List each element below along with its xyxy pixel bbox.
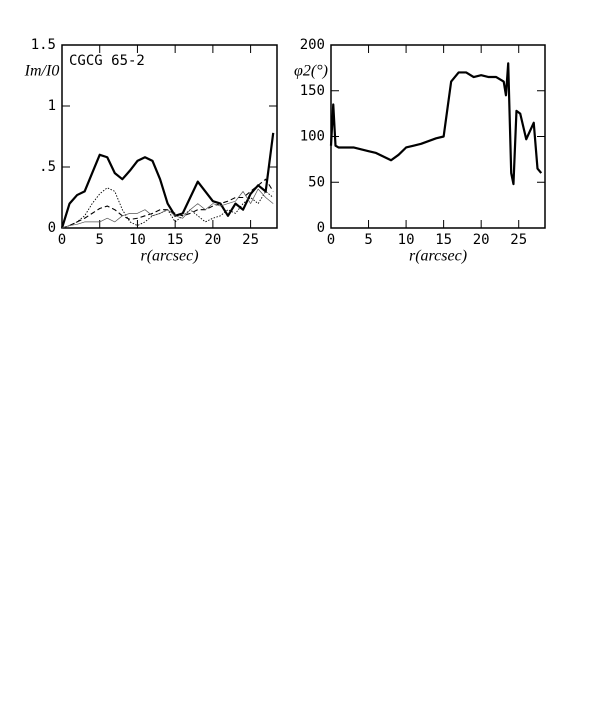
x-tick-label: 25	[242, 232, 259, 248]
x-tick-label: 10	[129, 232, 146, 248]
x-tick-label: 25	[510, 232, 527, 248]
y-axis-label: φ2(°)	[294, 63, 328, 80]
y-tick-label: 50	[308, 174, 325, 190]
y-tick-label: .5	[39, 159, 56, 175]
plot-frame	[330, 44, 546, 229]
y-tick-label: 150	[300, 83, 325, 99]
y-tick-label: 0	[317, 220, 325, 236]
x-tick-label: 15	[167, 232, 184, 248]
x-tick-label: 0	[327, 232, 335, 248]
x-tick-label: 10	[398, 232, 415, 248]
x-axis-label: r(arcsec)	[140, 248, 198, 265]
x-axis-label: r(arcsec)	[409, 248, 467, 265]
y-tick-label: 1.5	[31, 37, 56, 53]
y-axis-label: Im/I0	[24, 63, 60, 80]
x-tick-label: 20	[204, 232, 221, 248]
data-line	[61, 188, 274, 229]
plot-frame	[61, 44, 278, 229]
data-line	[329, 62, 543, 186]
x-tick-label: 15	[435, 232, 452, 248]
y-tick-label: 0	[48, 220, 56, 236]
y-tick-label: 1	[48, 98, 56, 114]
x-tick-label: 20	[473, 232, 490, 248]
x-tick-label: 5	[364, 232, 372, 248]
y-tick-label: 200	[300, 37, 325, 53]
annotation: CGCG 65-2	[69, 53, 145, 69]
x-tick-label: 5	[96, 232, 104, 248]
data-line	[60, 132, 275, 229]
x-tick-label: 0	[58, 232, 66, 248]
y-tick-label: 100	[300, 129, 325, 145]
